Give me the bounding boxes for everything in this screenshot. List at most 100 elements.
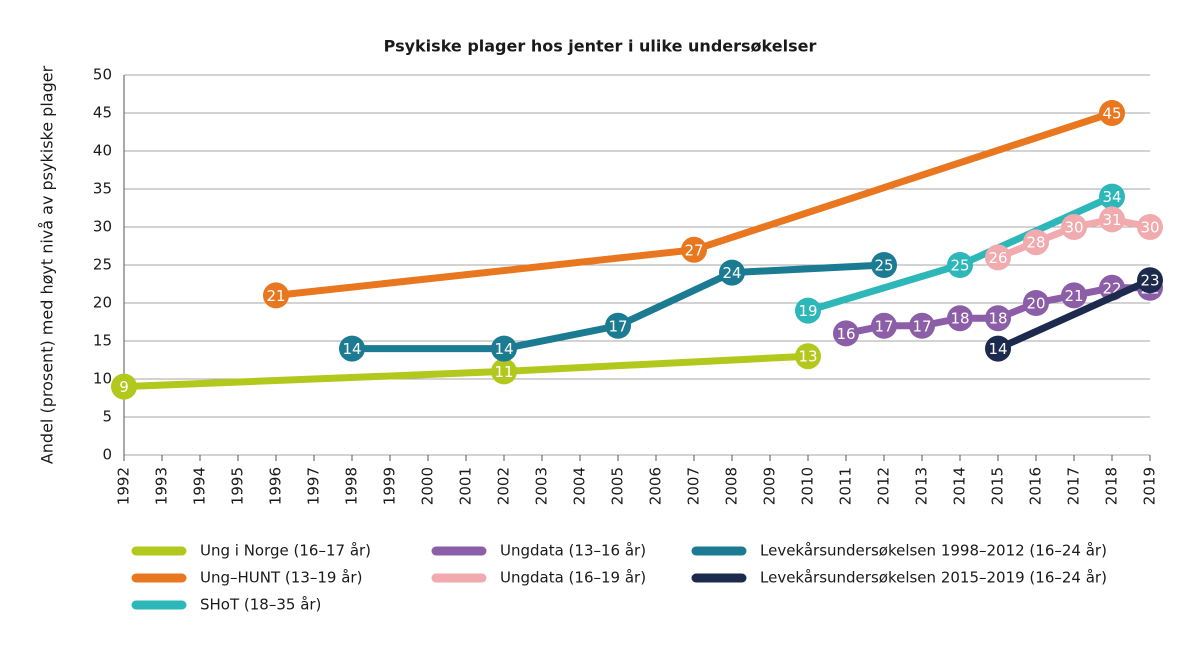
data-point [947,305,973,332]
x-tick-label: 2000 [419,467,437,505]
y-tick-label: 35 [93,180,112,198]
data-label: 26 [988,249,1007,267]
y-tick-label: 10 [93,370,112,388]
data-label: 21 [1064,287,1083,305]
data-label: 31 [1102,211,1121,229]
data-point [1137,267,1163,294]
data-label: 25 [874,257,893,275]
data-point [491,358,517,385]
data-point [339,335,365,362]
x-tick-label: 2001 [457,467,475,505]
data-point [1023,290,1049,316]
x-tick-label: 2019 [1141,467,1159,505]
data-point [871,252,897,278]
data-label: 14 [342,340,361,358]
x-tick-label: 1998 [343,467,361,505]
x-tick-label: 2003 [533,467,551,505]
data-label: 17 [608,317,627,335]
y-tick-label: 40 [93,142,112,160]
data-label: 14 [988,340,1007,358]
y-tick-label: 20 [93,294,112,312]
legend-label: Levekårsundersøkelsen 1998–2012 (16–24 å… [760,542,1107,560]
x-tick-label: 1996 [267,467,285,505]
x-tick-label: 1999 [381,467,399,505]
data-point [1023,229,1049,256]
data-point [1099,183,1125,210]
series-line [275,109,1114,299]
data-label: 14 [494,340,513,358]
y-tick-label: 45 [93,104,112,122]
x-tick-label: 1995 [229,467,247,505]
y-tick-label: 0 [102,446,112,464]
data-point [795,343,821,370]
y-axis-label: Andel (prosent) med høyt nivå av psykisk… [38,65,57,464]
x-tick-label: 2002 [495,467,513,505]
legend-label: Ungdata (13–16 år) [500,542,646,560]
x-tick-label: 2006 [647,467,665,505]
data-label: 19 [798,302,817,320]
x-tick-label: 2010 [799,467,817,505]
x-tick-label: 2017 [1065,467,1083,505]
data-point [681,236,707,263]
x-tick-label: 2012 [875,467,893,505]
x-tick-label: 2005 [609,467,627,505]
x-tick-label: 2007 [685,467,703,505]
y-tick-label: 5 [102,408,112,426]
data-point [947,252,973,278]
x-tick-label: 2015 [989,467,1007,505]
data-label: 25 [950,257,969,275]
data-label: 18 [950,310,969,328]
data-point [985,305,1011,332]
data-point [871,312,897,339]
x-tick-label: 2014 [951,467,969,505]
y-tick-label: 15 [93,332,112,350]
data-point [263,282,289,309]
legend-label: Ung–HUNT (13–19 år) [200,569,362,587]
y-tick-label: 50 [93,66,112,84]
data-point [1061,214,1087,240]
data-point [909,312,935,339]
data-label: 30 [1140,219,1159,237]
x-tick-label: 2013 [913,467,931,505]
x-tick-label: 1994 [191,467,209,505]
series-line [123,352,809,391]
y-tick-label: 30 [93,218,112,236]
data-label: 9 [119,378,129,396]
legend-label: SHoT (18–35 år) [200,596,321,614]
data-point [719,259,745,286]
data-point [1099,206,1125,233]
data-label: 24 [722,264,741,282]
data-label: 28 [1026,234,1045,252]
data-point [795,297,821,324]
x-tick-label: 1993 [153,467,171,505]
data-point [491,335,517,362]
legend-label: Ung i Norge (16–17 år) [200,542,371,560]
data-label: 45 [1102,105,1121,123]
x-tick-label: 1992 [115,467,133,505]
data-label: 17 [912,317,931,335]
data-point [1099,100,1125,126]
data-label: 13 [798,348,817,366]
data-point [985,244,1011,271]
y-tick-label: 25 [93,256,112,274]
legend-label: Ungdata (16–19 år) [500,569,646,587]
data-label: 30 [1064,219,1083,237]
data-label: 20 [1026,295,1045,313]
data-point [1061,282,1087,309]
data-label: 11 [494,363,513,381]
data-label: 21 [266,287,285,305]
data-label: 17 [874,317,893,335]
x-tick-label: 1997 [305,467,323,505]
legend-label: Levekårsundersøkelsen 2015–2019 (16–24 å… [760,569,1107,587]
chart-title: Psykiske plager hos jenter i ulike under… [384,37,817,56]
data-label: 27 [684,241,703,259]
data-point [985,335,1011,362]
x-tick-label: 2008 [723,467,741,505]
data-label: 16 [836,325,855,343]
data-label: 34 [1102,188,1121,206]
data-point [111,373,137,400]
x-tick-label: 2011 [837,467,855,505]
x-tick-label: 2009 [761,467,779,505]
data-point [833,320,859,347]
